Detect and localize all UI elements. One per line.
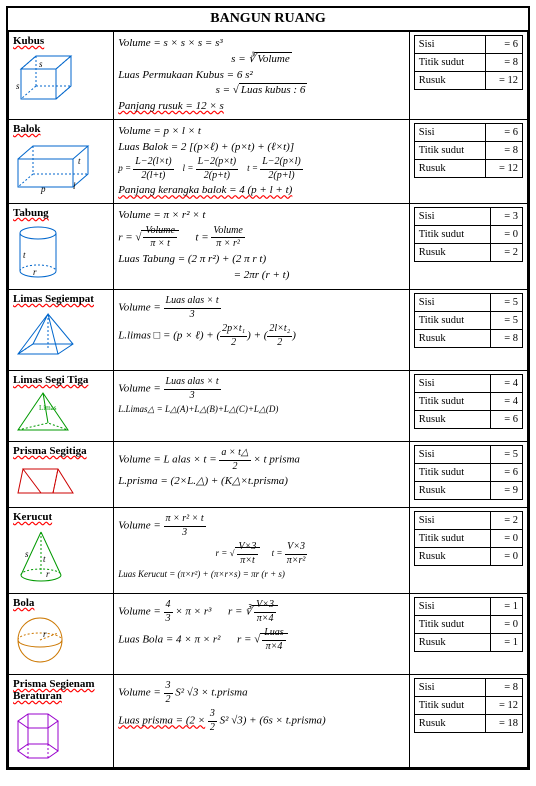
svg-text:Limas: Limas [39,404,57,412]
formula: Luas Tabung = (2 π r²) + (2 π r t) [118,253,405,267]
shape-name: Bola [13,597,109,609]
formula: Luas Balok = 2 [(p×ℓ) + (p×t) + (ℓ×t)] [118,141,405,155]
sphere-icon: r [13,613,109,671]
pyramid3-icon: Limas [13,390,109,438]
formula: L.Limas△ = L△(A)+L△(B)+L△(C)+L△(D) [118,404,405,415]
shape-name: Prisma Segienam Beraturan [13,678,109,702]
formula: = 2πr (r + t) [118,269,405,283]
table-row: Prisma Segitiga Volume = L alas × t = a … [9,442,528,508]
shape-name: Kerucut [13,511,109,523]
table-row: Balok p l t Volume = p × l × t Luas Balok … [9,119,528,203]
formula: s = √Luas kubus : 6 [118,84,405,98]
formula: s = ∛s = ∛VolumeVolume [118,53,405,67]
shapes-table: Kubus ss Volume = s × s × s = s³ s = ∛s … [8,31,528,768]
formula: Panjang rusuk = 12 × s [118,100,405,114]
formula: L.limas □ = (p × ℓ) + (2p×t₁2) + (2l×t₂2… [118,323,405,349]
svg-text:p: p [40,184,46,194]
formula: Volume = π × r² × t [118,209,405,223]
props-table: Sisi= 6 Titik sudut= 8 Rusuk= 12 [414,35,523,90]
shape-name: Limas Segi Tiga [13,374,109,386]
table-row: Kerucut s tr Volume = π × r² × t3 r = √V×… [9,508,528,594]
table-row: Limas Segi Tiga Limas Volume = Luas alas… [9,371,528,442]
formula: Luas Kerucut = (π×r²) + (π×r×s) = πr (r … [118,569,405,580]
page-title: BANGUN RUANG [8,8,528,31]
formula: Volume = π × r² × t3 [118,513,405,539]
shape-name: Limas Segiempat [13,293,109,305]
shape-name: Tabung [13,207,109,219]
svg-text:t: t [43,554,46,564]
formula: r = √Volumeπ × t t = Volumeπ × r² [118,225,405,251]
formula: r = √V×3π×t t = V×3π×r² [118,541,405,567]
cylinder-icon: rt [13,223,109,286]
svg-text:s: s [25,549,29,559]
formula: Volume = 32 S² √3 × t.prisma [118,680,405,706]
pyramid4-icon [13,309,109,367]
svg-text:r: r [46,569,50,579]
shape-name: Prisma Segitiga [13,445,109,457]
formula: Volume = Luas alas × t3 [118,376,405,402]
svg-text:t: t [78,156,81,166]
cone-icon: s tr [13,527,109,590]
formula: Volume = p × l × t [118,125,405,139]
formula: Panjang kerangka balok = 4 (p + l + t) [118,184,405,198]
table-row: Tabung rt Volume = π × r² × t r = √Volum… [9,204,528,290]
table-row: Limas Segiempat Volume = Luas alas × t3 … [9,290,528,371]
formula: Luas Bola = 4 × π × r² r = √Luasπ×4 [118,627,405,653]
cube-icon: ss [13,51,109,109]
svg-text:s: s [16,81,20,91]
table-row: Kubus ss Volume = s × s × s = s³ s = ∛s … [9,32,528,120]
shape-name: Kubus [13,35,109,47]
svg-text:r: r [33,267,37,277]
shape-name: Balok [13,123,109,135]
table-row: Prisma Segienam Beraturan Volume = 32 S²… [9,675,528,768]
svg-text:r: r [43,629,47,639]
prism3-icon [13,461,109,504]
formula: p = L−2(l×t)2(l+t) l = L−2(p×t)2(p+t) t … [118,156,405,182]
formula: L.prisma = (2×L.△) + (K△×t.prisma) [118,475,405,489]
formula: Luas Permukaan Kubus = 6 s² [118,69,405,83]
svg-text:t: t [23,250,26,260]
svg-text:l: l [73,181,76,191]
cuboid-icon: p l t [13,139,109,197]
formula: Volume = L alas × t = a × t△2 × t prisma [118,447,405,473]
document-frame: BANGUN RUANG Kubus ss Volume = s × s × s… [6,6,530,770]
prism6-icon [13,706,109,764]
svg-text:s: s [39,59,43,69]
formula: Volume = 43 × π × r³ r = ∛V×3π×4 [118,599,405,625]
formula: Volume = s × s × s = s³ [118,37,405,51]
formula: Luas prisma = (2 × 32 S² √3) + (6s × t.p… [118,708,405,734]
table-row: Bola r Volume = 43 × π × r³ r = ∛V×3π×4 … [9,594,528,675]
formula: Volume = Luas alas × t3 [118,295,405,321]
